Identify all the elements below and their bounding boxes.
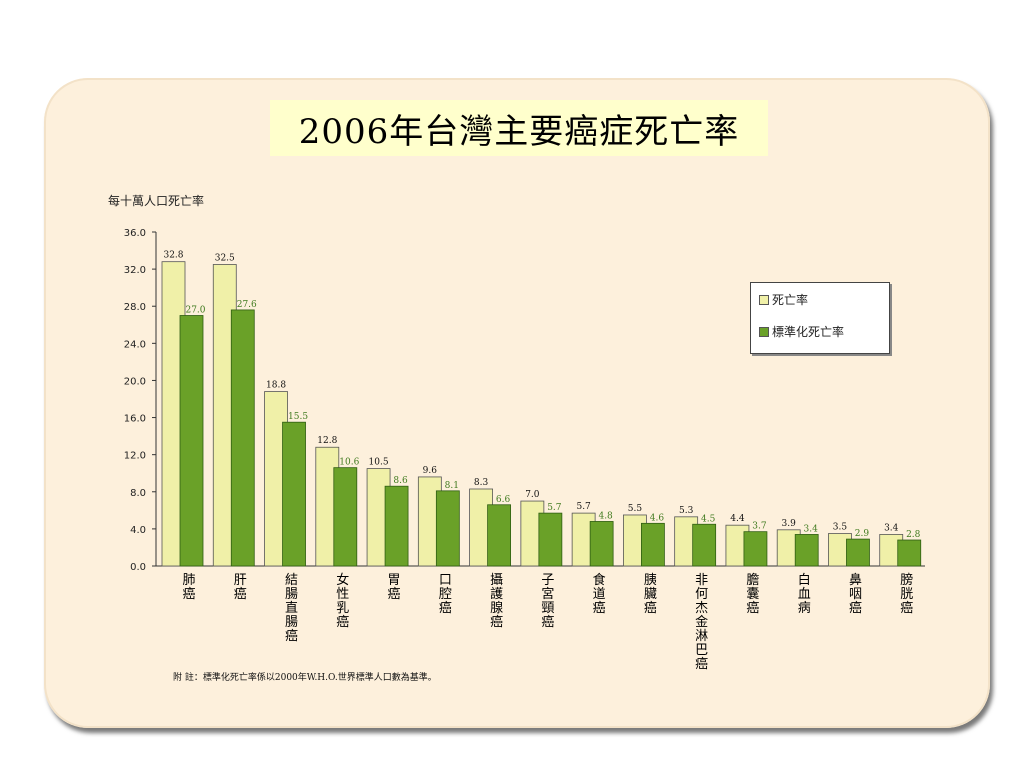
value-label-series2: 8.1: [445, 481, 459, 491]
value-label-series1: 8.3: [474, 478, 489, 488]
bar-series2: [435, 490, 460, 567]
value-label-series1: 5.5: [628, 504, 643, 514]
value-label-series1: 4.4: [730, 514, 745, 524]
value-label-series1: 5.7: [576, 502, 591, 512]
value-label-series2: 4.6: [650, 513, 665, 523]
category-label: 胃癌: [388, 573, 401, 602]
value-label-series1: 3.5: [833, 523, 848, 533]
value-label-series2: 6.6: [496, 495, 511, 505]
legend: 死亡率 標準化死亡率: [750, 282, 890, 354]
bar-series2: [230, 309, 255, 567]
value-label-series2: 8.6: [393, 476, 408, 486]
y-tick-label: 20.0: [124, 376, 146, 387]
bar-series2: [538, 512, 563, 567]
legend-swatch-series2: [759, 326, 769, 337]
chart-title: 2006年台灣主要癌症死亡率: [298, 111, 740, 152]
category-label: 口腔癌: [439, 573, 452, 616]
bar-series2: [487, 504, 512, 567]
category-label: 肝癌: [234, 573, 247, 602]
value-label-series2: 4.5: [701, 514, 716, 524]
value-label-series1: 12.8: [317, 436, 337, 446]
legend-label-series2: 標準化死亡率: [772, 325, 845, 339]
footnote: 附 註：標準化死亡率係以2000年W.H.O.世界標準人口數為基準。: [173, 673, 437, 683]
value-label-series2: 27.0: [185, 306, 205, 316]
bar-series2: [333, 467, 358, 567]
category-label: 女性乳癌: [336, 572, 349, 630]
y-tick-label: 32.0: [124, 265, 146, 276]
bar-series2: [743, 531, 768, 567]
value-label-series1: 3.9: [782, 519, 797, 529]
bar-series2: [641, 522, 665, 567]
value-label-series1: 32.5: [215, 253, 235, 263]
y-axis-label: 每十萬人口死亡率: [108, 194, 205, 208]
y-tick-label: 8.0: [130, 488, 146, 499]
category-label: 食道癌: [593, 572, 606, 616]
value-label-series2: 27.6: [237, 300, 257, 310]
value-label-series2: 3.7: [752, 522, 767, 532]
value-label-series1: 10.5: [369, 458, 389, 468]
y-tick-label: 24.0: [124, 339, 146, 350]
value-label-series2: 5.7: [547, 503, 562, 513]
value-label-series1: 7.0: [525, 490, 540, 500]
value-label-series2: 2.8: [906, 530, 921, 540]
bar-series2: [897, 539, 922, 567]
bar-series2: [794, 534, 819, 567]
value-label-series1: 9.6: [423, 466, 438, 476]
y-tick-label: 28.0: [124, 302, 146, 313]
bar-series2: [179, 315, 204, 567]
category-label: 鼻咽癌: [849, 572, 862, 616]
value-label-series2: 2.9: [855, 529, 870, 539]
y-tick-label: 4.0: [130, 525, 146, 536]
category-label: 非何杰金淋巴癌: [695, 573, 708, 672]
y-tick-label: 0.0: [130, 562, 146, 573]
y-tick-label: 36.0: [124, 228, 146, 239]
title-box: 2006年台灣主要癌症死亡率: [270, 100, 768, 156]
value-label-series2: 10.6: [339, 458, 359, 468]
legend-item-series1: 死亡率: [759, 291, 808, 308]
category-label: 膀胱癌: [900, 572, 913, 616]
bar-series2: [384, 485, 409, 567]
value-label-series2: 15.5: [288, 412, 308, 422]
legend-swatch-series1: [759, 294, 769, 305]
category-label: 胰臟癌: [644, 573, 657, 616]
bar-series2: [692, 523, 717, 567]
y-tick-label: 12.0: [124, 451, 146, 462]
category-label: 白血病: [798, 572, 811, 616]
bar-series2: [846, 538, 870, 567]
y-tick-label: 16.0: [124, 414, 146, 425]
value-label-series1: 3.4: [884, 523, 899, 533]
category-label: 結腸直腸癌: [285, 573, 298, 644]
value-label-series2: 4.8: [598, 511, 613, 521]
category-label: 膽囊癌: [746, 573, 759, 616]
bar-series2: [282, 421, 306, 567]
category-label: 子宮頸癌: [541, 573, 554, 630]
value-label-series2: 3.4: [804, 524, 819, 534]
value-label-series1: 5.3: [679, 506, 694, 516]
value-label-series1: 18.8: [266, 381, 286, 391]
legend-label-series1: 死亡率: [772, 293, 809, 307]
category-label: 攝護腺癌: [490, 572, 503, 630]
legend-item-series2: 標準化死亡率: [759, 323, 844, 340]
value-label-series1: 32.8: [163, 251, 183, 261]
bar-series2: [589, 521, 614, 567]
category-label: 肺癌: [182, 573, 195, 602]
